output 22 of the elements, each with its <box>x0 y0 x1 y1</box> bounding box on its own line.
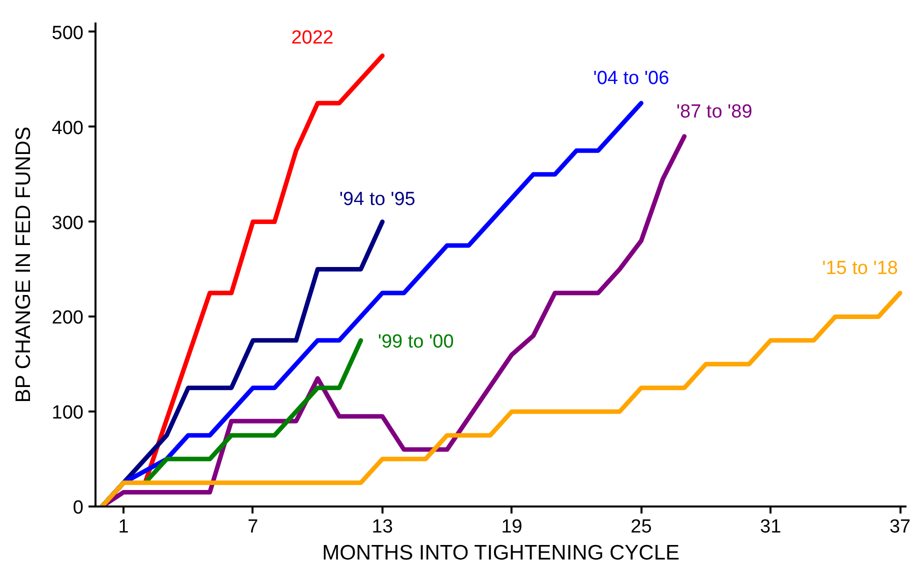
x-tick-label: 7 <box>248 516 258 538</box>
series-label: '15 to '18 <box>822 258 898 279</box>
y-tick-label: 500 <box>52 22 84 44</box>
x-tick-label: 37 <box>889 516 911 538</box>
y-tick-label: 100 <box>52 402 84 424</box>
x-tick-label: 31 <box>760 516 782 538</box>
x-tick-label: 13 <box>372 516 393 538</box>
y-tick-label: 0 <box>72 498 84 518</box>
x-tick-label: 1 <box>118 516 129 538</box>
y-tick-label: 300 <box>52 212 84 234</box>
x-tick-label: 19 <box>501 516 522 538</box>
line-series <box>100 290 902 506</box>
x-tick-label: 25 <box>630 516 652 538</box>
series-label: '04 to '06 <box>593 68 670 90</box>
series-label: '87 to '89 <box>676 101 752 122</box>
text: 2022 <box>291 28 334 49</box>
series-label: '94 to '95 <box>339 188 416 210</box>
series-label: '99 to '00 <box>378 331 454 352</box>
x-axis-title: MONTHS INTO TIGHTENING CYCLE <box>322 542 680 564</box>
y-tick-label: 200 <box>52 308 84 329</box>
y-tick-label: 400 <box>52 118 84 139</box>
y-axis-title: BP CHANGE IN FED FUNDS <box>12 126 35 403</box>
